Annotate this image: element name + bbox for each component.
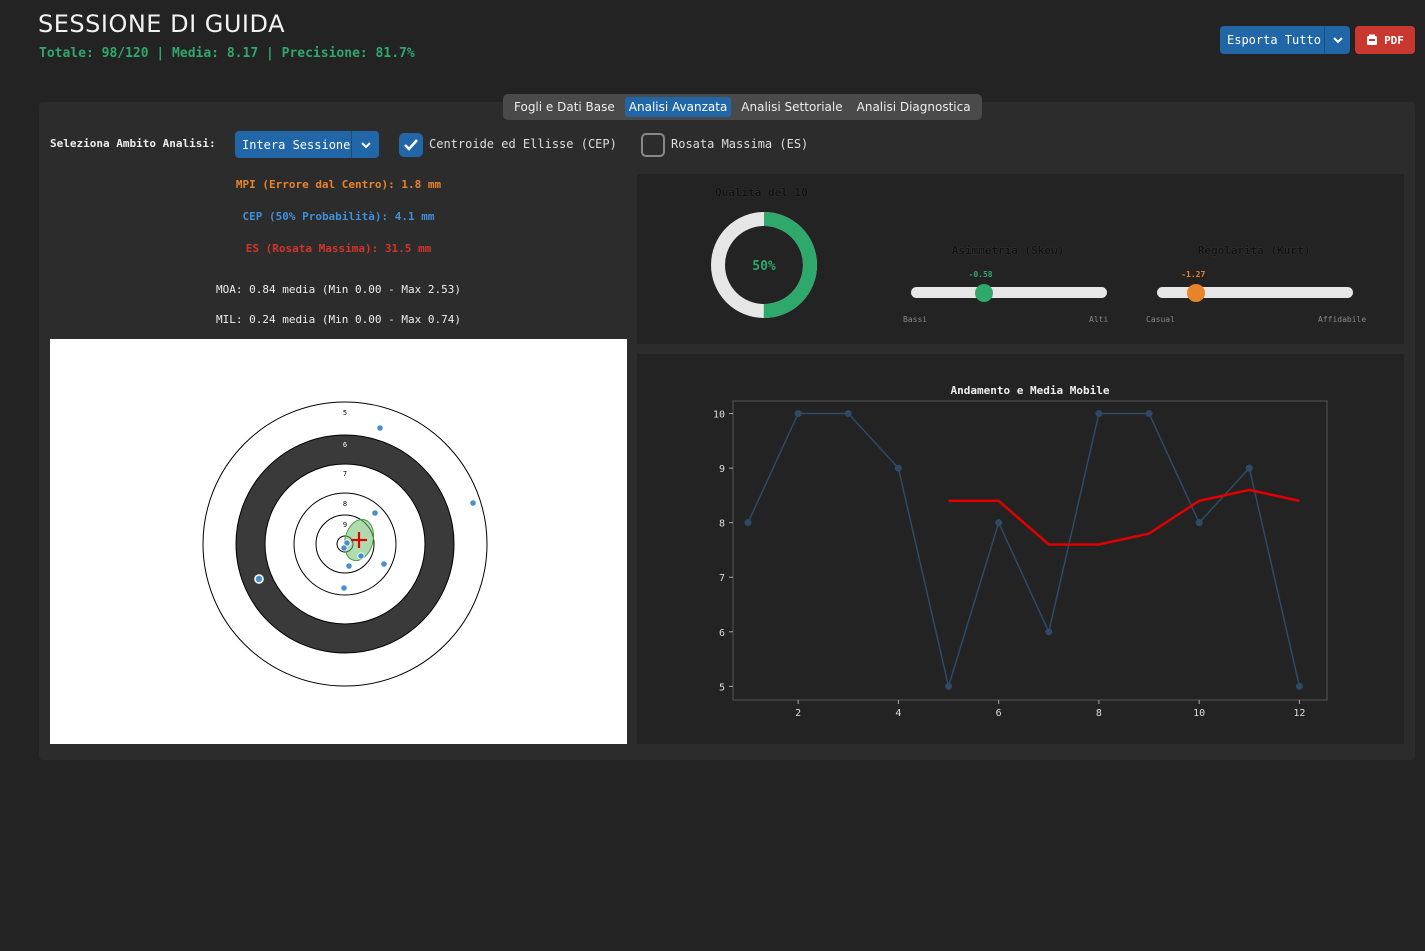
- score-point: [1195, 519, 1203, 527]
- skew-track: [911, 287, 1107, 298]
- mpi-metric: MPI (Errore dal Centro): 1.8 mm: [235, 178, 442, 191]
- tab-bar: Fogli e Dati Base Analisi Avanzata Anali…: [503, 94, 982, 120]
- score-point: [945, 682, 953, 690]
- shot-points: [254, 424, 477, 592]
- skew-right-label: Alti: [1089, 315, 1109, 324]
- es-checkbox[interactable]: [641, 133, 665, 157]
- y-tick-label: 8: [719, 519, 725, 530]
- kurt-track: [1157, 287, 1353, 298]
- quality-donut: 50%: [711, 212, 817, 318]
- ring-label-9: 9: [343, 521, 347, 529]
- pdf-button[interactable]: PDF: [1355, 26, 1415, 54]
- plot-area: [732, 400, 1328, 701]
- y-tick-label: 6: [719, 628, 725, 639]
- score-point: [894, 464, 902, 472]
- es-metric: ES (Rosata Massima): 31.5 mm: [245, 242, 432, 255]
- export-all-label: Esporta Tutto: [1227, 33, 1321, 47]
- quality-title: Qualità del 10: [715, 186, 808, 199]
- centroid-cross-icon: [351, 532, 367, 548]
- score-point: [1095, 410, 1103, 418]
- trend-chart-card: Andamento e Media Mobile 2 4 6 8 10 12 5 6 7 8 9 10: [637, 354, 1404, 744]
- y-tick-label: 5: [719, 682, 725, 693]
- moa-metric: MOA: 0.84 media (Min 0.00 - Max 2.53): [215, 283, 462, 296]
- skew-title: Asimmetria (Skew): [951, 244, 1065, 257]
- score-point: [844, 410, 852, 418]
- chart-title: Andamento e Media Mobile: [951, 384, 1110, 397]
- kurt-title: Regolarità (Kurt): [1197, 244, 1311, 257]
- scope-select-value: Intera Sessione: [242, 137, 351, 152]
- trend-chart: Andamento e Media Mobile 2 4 6 8 10 12 5 6 7 8 9 10: [713, 384, 1328, 719]
- kurt-right-label: Affidabile: [1318, 315, 1367, 324]
- y-tick-label: 9: [719, 464, 725, 475]
- ring-label-7: 7: [343, 470, 347, 478]
- es-checkbox-label[interactable]: Rosata Massima (ES): [671, 137, 809, 151]
- scope-select[interactable]: Intera Sessione: [235, 131, 379, 158]
- quality-value: 50%: [752, 259, 776, 274]
- mil-metric: MIL: 0.24 media (Min 0.00 - Max 0.74): [215, 313, 462, 326]
- skew-value: -0.58: [968, 270, 993, 279]
- skew-left-label: Bassi: [903, 315, 928, 324]
- distribution-card: Qualità del 10 50% Asimmetria (Skew) -0.…: [637, 174, 1404, 344]
- cep-checkbox[interactable]: [399, 133, 423, 157]
- score-point: [1295, 682, 1303, 690]
- cep-checkbox-label[interactable]: Centroide ed Ellisse (CEP): [429, 137, 617, 151]
- ring-label-8: 8: [343, 500, 347, 508]
- score-line: [747, 412, 1301, 690]
- x-tick-label: 10: [1193, 708, 1205, 719]
- tab-analisi-settoriale[interactable]: Analisi Settoriale: [741, 100, 843, 114]
- score-point: [1045, 628, 1053, 636]
- score-point: [1145, 410, 1153, 418]
- skew-knob: [974, 284, 993, 302]
- x-tick-label: 6: [996, 708, 1002, 719]
- ring-label-6: 6: [343, 441, 347, 449]
- kurt-left-label: Casual: [1146, 315, 1175, 324]
- cep-metric: CEP (50% Probabilità): 4.1 mm: [242, 210, 435, 223]
- session-stats: Totale: 98/120 | Media: 8.17 | Precision…: [39, 46, 415, 61]
- check-icon: [404, 139, 418, 151]
- score-point: [744, 519, 752, 527]
- tab-analisi-avanzata[interactable]: Analisi Avanzata: [624, 97, 732, 117]
- tab-fogli-dati-base[interactable]: Fogli e Dati Base: [514, 100, 615, 114]
- kurt-value: -1.27: [1181, 270, 1206, 279]
- pdf-label: PDF: [1384, 33, 1404, 47]
- y-tick-label: 7: [719, 573, 725, 584]
- page-title: SESSIONE DI GUIDA: [38, 10, 285, 38]
- tab-analisi-diagnostica[interactable]: Analisi Diagnostica: [856, 100, 971, 114]
- x-tick-label: 2: [795, 708, 801, 719]
- ring-label-5: 5: [343, 409, 347, 417]
- x-tick-label: 8: [1096, 708, 1102, 719]
- chevron-down-icon[interactable]: [1324, 26, 1350, 54]
- chevron-down-icon[interactable]: [351, 131, 379, 158]
- export-all-button[interactable]: Esporta Tutto: [1220, 26, 1350, 54]
- x-tick-label: 12: [1293, 708, 1305, 719]
- moving-average-line: [948, 488, 1300, 546]
- target-plot: 5 6 7 8 9: [50, 339, 627, 744]
- pdf-icon: [1367, 34, 1378, 45]
- score-point: [995, 519, 1003, 527]
- score-point: [794, 410, 802, 418]
- y-tick-label: 10: [713, 410, 725, 421]
- scope-label: Seleziona Ambito Analisi:: [50, 137, 216, 150]
- score-point: [1245, 464, 1253, 472]
- kurt-knob: [1187, 284, 1206, 302]
- x-tick-label: 4: [895, 708, 901, 719]
